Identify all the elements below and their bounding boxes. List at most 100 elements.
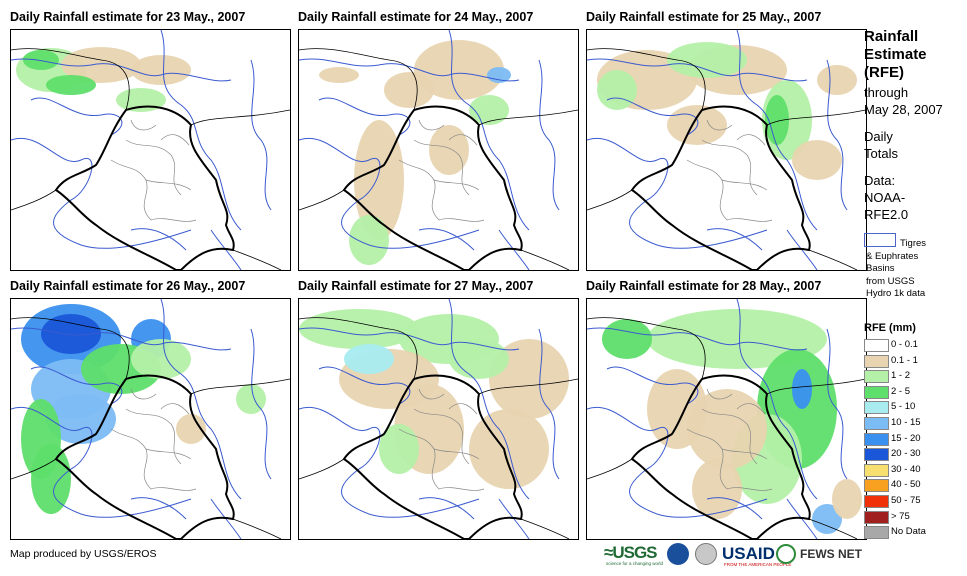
rainfall-area bbox=[414, 40, 504, 100]
basin-boundary bbox=[826, 59, 848, 211]
basin-boundary bbox=[11, 137, 192, 249]
basin-boundary bbox=[30, 366, 123, 405]
basin-boundary bbox=[587, 327, 808, 351]
rainfall-area bbox=[449, 339, 509, 379]
map-panel-title: Daily Rainfall estimate for 27 May., 200… bbox=[298, 279, 534, 293]
basin-boundary bbox=[786, 229, 818, 270]
basin-boundary bbox=[587, 137, 768, 249]
country-border bbox=[11, 48, 130, 111]
basin-boundary bbox=[826, 328, 848, 480]
legend-swatch bbox=[864, 370, 889, 384]
province-boundary bbox=[433, 448, 480, 460]
basin-boundary bbox=[130, 228, 187, 251]
country-border bbox=[190, 378, 290, 395]
basin-boundary bbox=[786, 498, 818, 539]
rainfall-area bbox=[469, 409, 549, 489]
basin-boundary bbox=[299, 327, 520, 351]
rainfall-map bbox=[10, 29, 291, 271]
basin-boundary bbox=[418, 228, 475, 251]
legend-swatch bbox=[864, 417, 889, 430]
basin-boundary bbox=[318, 97, 411, 136]
country-border bbox=[766, 109, 866, 126]
usgs-tagline: science for a changing world bbox=[606, 561, 664, 566]
basin-boundary bbox=[250, 328, 272, 480]
province-boundary bbox=[701, 408, 758, 465]
basin-boundary bbox=[538, 328, 560, 480]
rainfall-area bbox=[116, 88, 166, 112]
basin-boundary bbox=[448, 30, 530, 231]
legend-swatch bbox=[864, 385, 889, 399]
country-border bbox=[232, 249, 282, 270]
rainfall-area bbox=[597, 70, 637, 110]
partner-logos: ≈USGS science for a changing world USAID… bbox=[604, 541, 864, 569]
state-department-seal bbox=[695, 543, 717, 565]
country-border bbox=[478, 378, 578, 395]
rainfall-map-graphic bbox=[587, 299, 866, 539]
map-panel-title: Daily Rainfall estimate for 26 May., 200… bbox=[10, 279, 246, 293]
iraq-border bbox=[54, 105, 235, 270]
rainfall-area bbox=[692, 459, 742, 519]
rainfall-area bbox=[832, 479, 862, 519]
rainfall-areas bbox=[597, 42, 857, 180]
country-border bbox=[520, 518, 570, 539]
map-panel-title: Daily Rainfall estimate for 24 May., 200… bbox=[298, 10, 534, 24]
legend-item: 0.1 - 1 bbox=[864, 354, 964, 368]
legend-swatch bbox=[864, 401, 889, 415]
rainfall-area bbox=[41, 314, 101, 354]
province-boundary bbox=[686, 159, 728, 221]
legend-item: 30 - 40 bbox=[864, 463, 964, 477]
country-border bbox=[478, 109, 578, 126]
province-boundary bbox=[726, 487, 773, 491]
noaa-logo bbox=[667, 543, 689, 565]
daily-totals-text: Daily Totals bbox=[864, 129, 898, 161]
basin-boundary bbox=[160, 299, 242, 500]
data-source-text: Data: NOAA- RFE2.0 bbox=[864, 173, 909, 222]
rainfall-area bbox=[384, 72, 434, 108]
rainfall-area bbox=[379, 424, 419, 474]
basin-boundary bbox=[606, 97, 699, 136]
province-boundary bbox=[438, 487, 485, 491]
legend-label: 40 - 50 bbox=[891, 479, 921, 491]
province-boundary bbox=[398, 159, 440, 221]
map-panel-title: Daily Rainfall estimate for 23 May., 200… bbox=[10, 10, 246, 24]
basin-boundary bbox=[299, 406, 480, 518]
basin-boundary bbox=[587, 406, 768, 518]
basin-boundary bbox=[736, 299, 818, 500]
basin-legend-text: Tigres & Euphrates Basins from USGS Hydr… bbox=[866, 238, 927, 299]
rainfall-areas bbox=[16, 47, 191, 112]
basin-boundary bbox=[706, 228, 763, 251]
rainfall-map-graphic bbox=[587, 30, 866, 270]
legend-label: 0 - 0.1 bbox=[891, 339, 918, 350]
legend-item: 5 - 10 bbox=[864, 401, 964, 415]
province-boundary bbox=[706, 388, 733, 400]
country-border bbox=[587, 458, 633, 480]
basin-boundary bbox=[11, 406, 192, 518]
rainfall-map-graphic bbox=[11, 299, 290, 539]
usaid-logo: USAID bbox=[722, 544, 775, 563]
legend-swatch bbox=[864, 354, 889, 368]
rainfall-area bbox=[792, 369, 812, 409]
country-border bbox=[299, 189, 345, 211]
country-border bbox=[299, 48, 418, 111]
rainfall-area bbox=[667, 105, 727, 145]
rainfall-area bbox=[23, 50, 59, 70]
rainfall-areas bbox=[21, 304, 266, 514]
rainfall-area bbox=[46, 75, 96, 95]
basin-boundary bbox=[538, 59, 560, 211]
province-boundary bbox=[145, 179, 192, 191]
fews-net-logo: FEWS NET bbox=[800, 547, 862, 561]
basin-boundary bbox=[299, 58, 520, 82]
legend-swatch bbox=[864, 495, 889, 508]
usgs-logo: ≈USGS bbox=[604, 543, 658, 562]
basin-boundary bbox=[210, 229, 242, 270]
legend-swatch bbox=[864, 463, 889, 477]
legend-label: > 75 bbox=[891, 510, 910, 522]
country-border bbox=[11, 189, 57, 211]
legend-item: 2 - 5 bbox=[864, 385, 964, 399]
country-border bbox=[299, 317, 418, 380]
map-panel-title: Daily Rainfall estimate for 25 May., 200… bbox=[586, 10, 822, 24]
basin-boundary bbox=[498, 498, 530, 539]
legend-item: 10 - 15 bbox=[864, 417, 964, 430]
country-border bbox=[587, 189, 633, 211]
rainfall-area bbox=[602, 319, 652, 359]
